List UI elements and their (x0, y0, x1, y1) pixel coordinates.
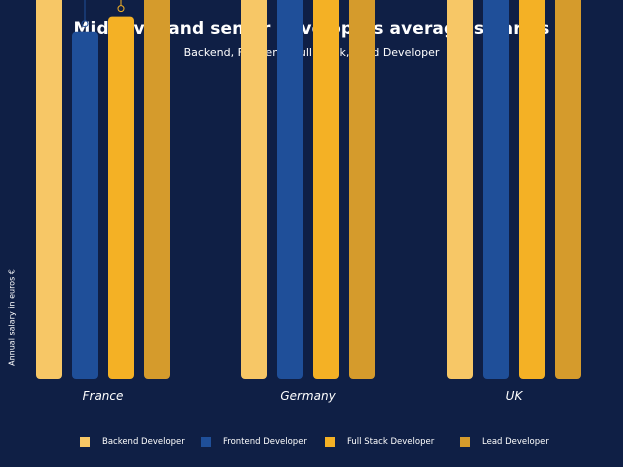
bar-france-2 (108, 16, 134, 379)
category-label: UK (506, 389, 524, 403)
bar-uk-0 (447, 0, 473, 379)
legend-swatch-fullstack (325, 437, 335, 447)
callout-dot (81, 20, 89, 28)
bar-france-1 (72, 31, 98, 379)
legend-item-frontend: Frontend Developer (201, 437, 307, 447)
bar-uk-3 (555, 0, 581, 379)
callout-dot (117, 5, 125, 13)
legend-item-backend: Backend Developer (80, 437, 185, 447)
category-label: Germany (280, 389, 336, 403)
category-label: France (83, 389, 124, 403)
bar-france-3 (144, 0, 170, 379)
legend-swatch-lead (460, 437, 470, 447)
legend-swatch-frontend (201, 437, 211, 447)
legend-label-fullstack: Full Stack Developer (347, 437, 435, 447)
legend-label-backend: Backend Developer (102, 437, 185, 447)
bar-uk-2 (519, 0, 545, 379)
legend-item-fullstack: Full Stack Developer (325, 437, 434, 447)
legend-swatch-backend (80, 437, 90, 447)
bar-germany-1 (277, 0, 303, 379)
legend: Backend Developer Frontend Developer Ful… (0, 437, 623, 453)
legend-label-lead: Lead Developer (482, 437, 549, 447)
bar-germany-2 (313, 0, 339, 379)
bar-germany-0 (241, 0, 267, 379)
bar-germany-3 (349, 0, 375, 379)
bar-france-0 (36, 0, 62, 379)
legend-item-lead: Lead Developer (460, 437, 549, 447)
bar-uk-1 (483, 0, 509, 379)
legend-label-frontend: Frontend Developer (223, 437, 307, 447)
chart-title: Mid-level and senior developers average … (73, 19, 550, 39)
